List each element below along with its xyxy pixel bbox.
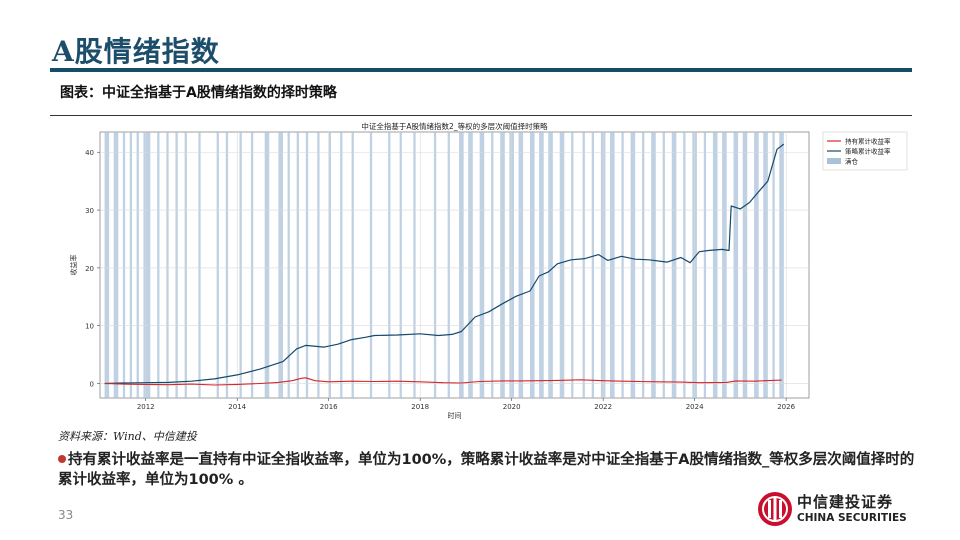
x-tick-label: 2014 <box>228 403 246 411</box>
full-position-band <box>129 132 133 398</box>
full-position-band <box>591 132 595 398</box>
logo-name-cn: 中信建投证券 <box>797 493 894 511</box>
full-position-band <box>296 132 299 398</box>
source-note: 资料来源：Wind、中信建投 <box>58 430 197 443</box>
full-position-band <box>772 132 775 398</box>
full-position-band <box>610 132 615 398</box>
full-position-band <box>198 132 201 398</box>
full-position-band <box>264 132 270 398</box>
full-position-band <box>662 132 665 398</box>
full-position-band <box>216 132 219 398</box>
full-position-band <box>779 132 784 398</box>
caption-divider <box>50 115 912 116</box>
legend-label: 满仓 <box>845 157 859 166</box>
page-number: 33 <box>58 508 74 522</box>
full-position-band <box>328 132 331 398</box>
full-position-band <box>369 132 373 398</box>
x-tick-label: 2024 <box>686 403 704 411</box>
full-position-band <box>317 132 320 398</box>
chart-title: 中证全指基于A股情绪指数2_等权的多层次阈值择时策略 <box>361 121 548 131</box>
full-position-band <box>491 132 494 398</box>
full-position-band <box>136 132 139 398</box>
full-position-band <box>122 132 126 398</box>
logo-emblem-icon <box>758 492 792 526</box>
full-position-band <box>763 132 768 398</box>
x-axis-label: 时间 <box>448 411 462 420</box>
x-tick-label: 2012 <box>137 403 155 411</box>
full-position-band <box>239 132 242 398</box>
full-position-band <box>742 132 748 398</box>
full-position-band <box>630 132 636 398</box>
full-position-band <box>651 132 656 398</box>
full-position-band <box>104 132 110 398</box>
full-position-band <box>351 132 354 398</box>
full-position-band <box>399 132 402 398</box>
logo-name-en: CHINA SECURITIES <box>797 512 907 524</box>
y-tick-label: 10 <box>85 323 94 331</box>
bullet-dot-icon <box>58 455 66 463</box>
full-position-band <box>500 132 505 398</box>
full-position-band <box>571 132 574 398</box>
full-position-band <box>459 132 464 398</box>
full-position-band <box>703 132 707 398</box>
full-position-band <box>539 132 544 398</box>
full-position-band <box>447 132 450 398</box>
full-position-band <box>388 132 391 398</box>
legend-swatch <box>827 158 841 164</box>
full-position-band <box>479 132 485 398</box>
x-tick-label: 2020 <box>503 403 521 411</box>
full-position-band <box>621 132 624 398</box>
full-position-band <box>683 132 686 398</box>
full-position-band <box>166 132 169 398</box>
full-position-band <box>582 132 585 398</box>
full-position-band <box>413 132 416 398</box>
y-tick-label: 20 <box>85 265 94 273</box>
x-tick-label: 2016 <box>320 403 338 411</box>
full-position-band <box>559 132 565 398</box>
full-position-band <box>433 132 437 398</box>
legend-label: 策略累计收益率 <box>845 147 891 156</box>
plot-area <box>99 131 810 399</box>
full-position-band <box>225 132 229 398</box>
bullet-text: 持有累计收益率是一直持有中证全指收益率，单位为100%，策略累计收益率是对中证全… <box>58 452 915 488</box>
full-position-band <box>548 132 553 398</box>
full-position-band <box>305 132 309 398</box>
full-position-band <box>733 132 739 398</box>
figure-caption: 图表：中证全指基于A股情绪指数的择时策略 <box>60 85 337 101</box>
full-position-band <box>157 132 160 398</box>
y-tick-label: 40 <box>85 149 94 157</box>
legend-label: 持有累计收益率 <box>845 137 891 146</box>
full-position-band <box>250 132 254 398</box>
full-position-band <box>113 132 119 398</box>
full-position-band <box>143 132 151 398</box>
full-position-band <box>518 132 524 398</box>
chart: 0 10 20 30 40 2012 2014 2016 2018 2020 2022 2024 202… <box>69 121 908 420</box>
title-divider <box>50 68 912 72</box>
x-tick-label: 2026 <box>777 403 795 411</box>
bullet-note: 持有累计收益率是一直持有中证全指收益率，单位为100%，策略累计收益率是对中证全… <box>58 450 918 490</box>
slide-title: A股情绪指数 <box>52 35 220 68</box>
x-tick-label: 2018 <box>411 403 429 411</box>
full-position-band <box>287 132 290 398</box>
full-position-band <box>671 132 677 398</box>
y-tick-label: 0 <box>90 381 94 389</box>
full-position-band <box>175 132 178 398</box>
full-position-band <box>712 132 718 398</box>
full-position-band <box>340 132 343 398</box>
y-axis-label: 收益率 <box>69 255 78 276</box>
strategy-return-line <box>104 143 785 385</box>
full-position-band <box>184 132 187 398</box>
hold-return-line <box>104 377 782 386</box>
full-position-band <box>642 132 645 398</box>
full-position-band <box>529 132 535 398</box>
company-logo: 中信建投证券 CHINA SECURITIES <box>757 489 917 529</box>
x-tick-label: 2022 <box>594 403 612 411</box>
full-position-band <box>278 132 283 398</box>
y-tick-label: 30 <box>85 207 94 215</box>
full-position-band <box>722 132 727 398</box>
full-position-band <box>754 132 759 398</box>
full-position-band <box>468 132 473 398</box>
